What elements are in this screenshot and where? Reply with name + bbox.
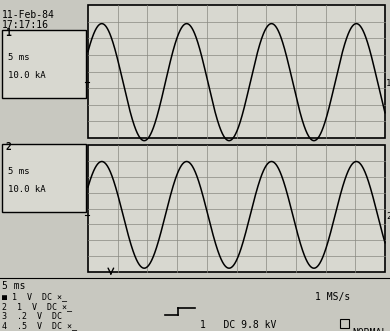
- Text: 3  .2  V  DC: 3 .2 V DC: [2, 312, 62, 321]
- Text: 5 ms: 5 ms: [8, 167, 30, 176]
- Text: ■ 1  V  DC ×̲: ■ 1 V DC ×̲: [2, 292, 67, 301]
- Text: 1: 1: [386, 79, 390, 88]
- Text: 10.0 kA: 10.0 kA: [8, 71, 46, 79]
- Text: NORMAL: NORMAL: [352, 328, 387, 331]
- Bar: [2, 144, 86, 212]
- Bar: [88, 5, 385, 138]
- Text: 1   DC 9.8 kV: 1 DC 9.8 kV: [200, 320, 277, 330]
- Text: 2  1  V  DC ×̲: 2 1 V DC ×̲: [2, 302, 72, 311]
- Text: 1: 1: [5, 28, 11, 38]
- Text: 2: 2: [5, 142, 11, 152]
- Text: 2: 2: [386, 212, 390, 221]
- Bar: [2, 30, 86, 98]
- Text: 4  .5  V  DC ×̲: 4 .5 V DC ×̲: [2, 321, 77, 330]
- Bar: [88, 145, 385, 272]
- Text: 10.0 kA: 10.0 kA: [8, 185, 46, 194]
- Text: 5 ms: 5 ms: [8, 53, 30, 62]
- Bar: [340, 319, 349, 328]
- Text: 11-Feb-84: 11-Feb-84: [2, 10, 55, 20]
- Text: 5 ms: 5 ms: [2, 281, 25, 291]
- Text: 1 MS/s: 1 MS/s: [315, 292, 350, 302]
- Text: 17:17:16: 17:17:16: [2, 20, 49, 30]
